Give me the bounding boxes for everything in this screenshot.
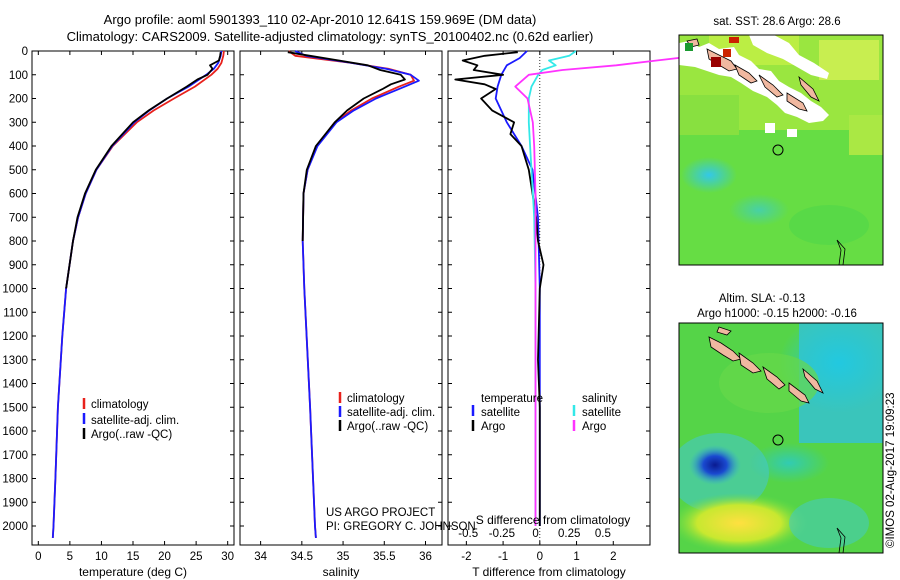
s-tick-label: 0.5 [595, 528, 611, 540]
series-line-climatology [51, 50, 225, 538]
y-tick-label: 1500 [2, 402, 28, 414]
y-tick-label: 300 [9, 117, 28, 129]
y-tick-label: 2000 [2, 521, 28, 533]
figure-title-line1: Argo profile: aoml 5901393_110 02-Apr-20… [103, 12, 537, 27]
salinity-panel: 34 34.5 35 35.5 36 salinity climatology sate… [239, 50, 476, 579]
y-tick-label: 1100 [3, 307, 28, 319]
y-tick-label: 200 [9, 94, 28, 106]
y-tick-label: 1300 [2, 355, 28, 367]
y-tick-label: 1400 [2, 379, 28, 391]
x-tick-label: 20 [158, 551, 171, 563]
difference-plot-frame [447, 50, 651, 546]
series-line-salinity-argo [514, 50, 725, 526]
y-tick-label: 1800 [2, 474, 28, 486]
y-tick-label: 900 [9, 260, 28, 272]
x-tick-label: 15 [127, 551, 140, 563]
y-tick-label: 0 [22, 46, 28, 58]
temperature-xlabel: temperature (deg C) [79, 565, 187, 579]
x-tick-label: 1 [573, 551, 579, 563]
x-tick-label: 36 [419, 551, 432, 563]
sla-map: Altim. SLA: -0.13 Argo h1000: -0.15 h200… [678, 293, 884, 554]
legend-s-satellite-label: satellite [582, 407, 621, 419]
sst-map-field [679, 35, 883, 265]
legend-t-satellite-label: satellite [481, 407, 520, 419]
sla-map-label-line1: Altim. SLA: -0.13 [719, 293, 805, 305]
series-line-argo-raw-qc- [65, 52, 222, 289]
difference-legend: temperature salinity satellite Argo sate… [471, 393, 621, 433]
y-tick-label: 800 [9, 236, 28, 248]
sla-map-frame [678, 322, 884, 554]
legend-salinity-header: salinity [582, 393, 617, 405]
y-tick-label: 1000 [2, 284, 28, 296]
y-tick-label: 400 [9, 141, 28, 153]
series-line-satellite-adj-clim- [51, 50, 223, 538]
sal-legend-argo-label: Argo(..raw -QC) [347, 421, 428, 433]
figure-title-line2: Climatology: CARS2009. Satellite-adjuste… [66, 29, 594, 44]
x-tick-label: 30 [221, 551, 234, 563]
sst-map-frame [678, 34, 884, 266]
sla-map-field [679, 323, 883, 553]
temperature-legend: climatology satellite-adj. clim. Argo(..… [82, 398, 179, 441]
difference-panel: -2 -1 0 1 2 -0.5 -0.25 0 0.25 0.5 T difference fr… [447, 50, 725, 579]
x-tick-label: 2 [610, 551, 616, 563]
x-tick-label: 0 [35, 551, 41, 563]
imos-timestamp: ©IMOS 02-Aug-2017 19:09:23 [885, 392, 897, 548]
salinity-legend: climatology satellite-adj. clim. Argo(..… [338, 392, 435, 433]
y-tick-label: 1200 [2, 331, 28, 343]
sst-map: sat. SST: 28.6 Argo: 28.6 [678, 16, 884, 266]
sal-legend-climatology-label: climatology [347, 393, 405, 405]
sla-map-label-line2: Argo h1000: -0.15 h2000: -0.16 [697, 308, 857, 320]
temperature-panel: 0 5 10 15 20 25 300100200300400500600700800900… [2, 46, 235, 579]
y-tick-label: 100 [9, 70, 28, 82]
sst-argo-location-marker [772, 144, 784, 156]
series-line-satellite-adj-clim- [294, 50, 420, 538]
series-line-argo-raw-qc- [287, 51, 406, 242]
y-tick-label: 700 [9, 212, 28, 224]
legend-climatology-label: climatology [91, 399, 149, 411]
salinity-xlabel: salinity [323, 565, 360, 579]
t-difference-xlabel: T difference from climatology [472, 565, 626, 579]
legend-s-argo-label: Argo [582, 421, 606, 433]
s-tick-label: -0.25 [489, 528, 515, 540]
x-tick-label: 34.5 [291, 551, 313, 563]
legend-argo-label: Argo(..raw -QC) [91, 429, 172, 441]
y-tick-label: 1700 [2, 450, 28, 462]
y-tick-label: 1600 [2, 426, 28, 438]
x-tick-label: 35 [337, 551, 350, 563]
s-tick-label: 0 [532, 528, 538, 540]
y-tick-label: 1900 [2, 497, 28, 509]
x-tick-label: 34 [254, 551, 267, 563]
s-difference-xlabel: S difference from climatology [476, 513, 631, 527]
sal-legend-satellite-label: satellite-adj. clim. [347, 407, 435, 419]
legend-t-argo-label: Argo [481, 421, 505, 433]
x-tick-label: 35.5 [373, 551, 395, 563]
y-tick-label: 500 [9, 165, 28, 177]
sla-argo-location-marker [772, 434, 784, 446]
project-annotation: US ARGO PROJECT [326, 507, 435, 519]
legend-temperature-header: temperature [481, 393, 543, 405]
s-tick-label: 0.25 [558, 528, 580, 540]
y-tick-label: 600 [9, 189, 28, 201]
x-tick-label: -2 [461, 551, 471, 563]
x-tick-label: 10 [95, 551, 108, 563]
sst-map-label: sat. SST: 28.6 Argo: 28.6 [713, 16, 840, 28]
x-tick-label: 0 [537, 551, 543, 563]
legend-satellite-label: satellite-adj. clim. [91, 415, 179, 427]
pi-annotation: PI: GREGORY C. JOHNSON [326, 521, 476, 533]
x-tick-label: 5 [67, 551, 73, 563]
series-line-temperature-argo [454, 51, 545, 526]
s-tick-label: -0.5 [458, 528, 478, 540]
x-tick-label: -1 [498, 551, 508, 563]
x-tick-label: 25 [190, 551, 203, 563]
salinity-plot-frame [239, 50, 443, 546]
series-line-climatology [288, 50, 415, 538]
